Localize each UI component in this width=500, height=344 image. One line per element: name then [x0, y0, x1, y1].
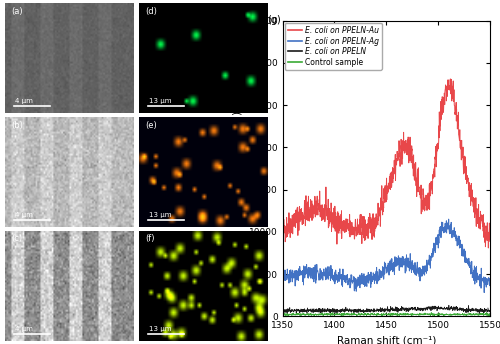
Y-axis label: Raman intensity (a.u.): Raman intensity (a.u.): [234, 110, 243, 227]
Text: (b): (b): [12, 120, 24, 130]
X-axis label: Raman shift (cm⁻¹): Raman shift (cm⁻¹): [336, 336, 436, 344]
Text: 13 μm: 13 μm: [149, 326, 172, 332]
Legend: E. coli on PPELN-Au, E. coli on PPELN-Ag, E. coli on PPELN, Control sample: E. coli on PPELN-Au, E. coli on PPELN-Ag…: [285, 23, 382, 69]
Text: (f): (f): [145, 234, 154, 244]
Text: (c): (c): [12, 234, 22, 244]
Text: 13 μm: 13 μm: [149, 98, 172, 104]
Text: 4 μm: 4 μm: [16, 98, 33, 104]
Text: 4 μm: 4 μm: [16, 212, 33, 218]
Text: 13 μm: 13 μm: [149, 212, 172, 218]
Text: (e): (e): [145, 120, 156, 130]
Text: 4 μm: 4 μm: [16, 326, 33, 332]
Text: (g): (g): [266, 15, 280, 25]
Text: (a): (a): [12, 7, 23, 16]
Text: (d): (d): [145, 7, 157, 16]
